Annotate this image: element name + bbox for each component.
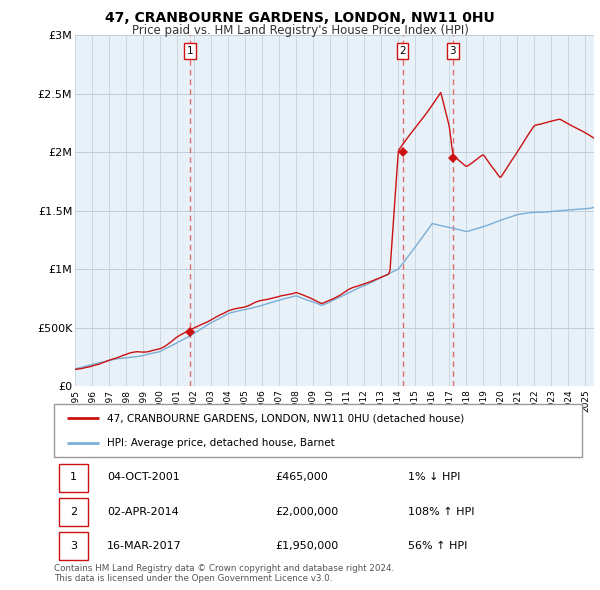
- Text: 16-MAR-2017: 16-MAR-2017: [107, 541, 182, 550]
- Text: 1% ↓ HPI: 1% ↓ HPI: [408, 473, 460, 482]
- Text: 2: 2: [399, 46, 406, 56]
- Text: £2,000,000: £2,000,000: [276, 507, 339, 516]
- Text: 3: 3: [449, 46, 456, 56]
- Bar: [59, 464, 88, 491]
- Text: 1: 1: [70, 473, 77, 482]
- Text: Contains HM Land Registry data © Crown copyright and database right 2024.
This d: Contains HM Land Registry data © Crown c…: [54, 563, 394, 583]
- Text: 108% ↑ HPI: 108% ↑ HPI: [408, 507, 474, 516]
- Text: £465,000: £465,000: [276, 473, 329, 482]
- Text: 56% ↑ HPI: 56% ↑ HPI: [408, 541, 467, 550]
- Text: 2: 2: [70, 507, 77, 516]
- Text: 04-OCT-2001: 04-OCT-2001: [107, 473, 179, 482]
- Text: 3: 3: [70, 541, 77, 550]
- Text: 47, CRANBOURNE GARDENS, LONDON, NW11 0HU (detached house): 47, CRANBOURNE GARDENS, LONDON, NW11 0HU…: [107, 414, 464, 424]
- Text: 47, CRANBOURNE GARDENS, LONDON, NW11 0HU: 47, CRANBOURNE GARDENS, LONDON, NW11 0HU: [105, 11, 495, 25]
- Text: HPI: Average price, detached house, Barnet: HPI: Average price, detached house, Barn…: [107, 438, 335, 448]
- Text: 1: 1: [187, 46, 193, 56]
- Bar: [59, 498, 88, 526]
- Text: £1,950,000: £1,950,000: [276, 541, 339, 550]
- Text: Price paid vs. HM Land Registry's House Price Index (HPI): Price paid vs. HM Land Registry's House …: [131, 24, 469, 37]
- Text: 02-APR-2014: 02-APR-2014: [107, 507, 179, 516]
- Bar: [59, 532, 88, 560]
